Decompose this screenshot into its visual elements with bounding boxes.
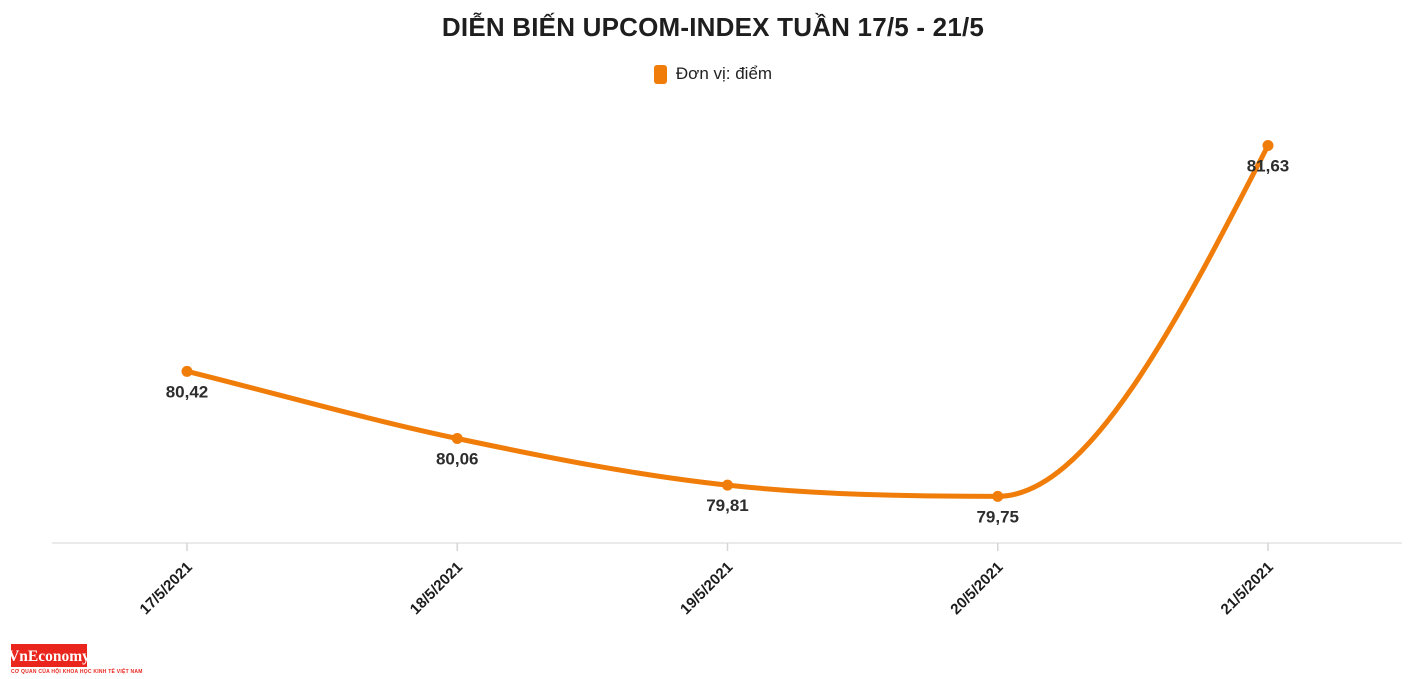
vneconomy-logo-box: VnEconomy bbox=[8, 644, 90, 667]
data-point-marker bbox=[451, 433, 463, 445]
vneconomy-wordmark: VnEconomy bbox=[8, 648, 90, 665]
chart-title: DIỄN BIẾN UPCOM-INDEX TUẦN 17/5 - 21/5 bbox=[441, 12, 985, 42]
legend-swatch-icon bbox=[653, 64, 667, 84]
data-point-label: 79,75 bbox=[976, 507, 1019, 526]
x-axis-label: 18/5/2021 bbox=[407, 559, 466, 618]
data-point-marker bbox=[992, 490, 1004, 502]
series-line bbox=[184, 143, 1271, 499]
legend[interactable]: Đơn vị: điểm bbox=[0, 64, 1426, 84]
data-point-marker bbox=[722, 479, 733, 491]
legend-label: Đơn vị: điểm bbox=[675, 64, 773, 83]
data-point-label: 81,63 bbox=[1247, 157, 1290, 176]
data-point-label: 80,42 bbox=[166, 382, 209, 401]
vneconomy-tagline: CƠ QUAN CỦA HỘI KHOA HỌC KINH TẾ VIỆT NA… bbox=[11, 669, 143, 675]
vneconomy-logo: VnEconomy CƠ QUAN CỦA HỘI KHOA HỌC KINH … bbox=[8, 644, 143, 675]
x-axis-label: 21/5/2021 bbox=[1218, 559, 1277, 618]
x-axis-label: 20/5/2021 bbox=[947, 559, 1006, 618]
data-point-marker bbox=[181, 365, 193, 377]
data-point-marker bbox=[1262, 140, 1274, 152]
data-point-label: 80,06 bbox=[436, 450, 479, 469]
x-axis-label: 17/5/2021 bbox=[137, 559, 196, 618]
data-point-label: 79,81 bbox=[706, 496, 749, 515]
x-axis-label: 19/5/2021 bbox=[677, 559, 736, 618]
